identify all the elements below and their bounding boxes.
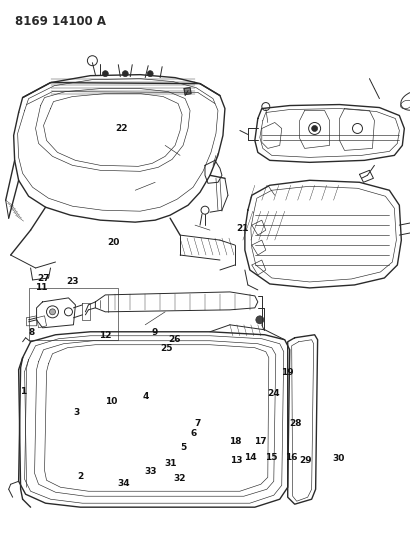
Text: 8: 8 — [28, 328, 35, 337]
Text: 29: 29 — [300, 456, 312, 465]
Text: 7: 7 — [194, 419, 201, 427]
Circle shape — [50, 309, 55, 315]
Text: 4: 4 — [143, 392, 149, 401]
Polygon shape — [184, 87, 191, 94]
Text: 2: 2 — [77, 472, 84, 481]
Text: 21: 21 — [236, 224, 249, 233]
Circle shape — [122, 71, 128, 77]
Text: 30: 30 — [332, 454, 345, 463]
Text: 5: 5 — [180, 442, 186, 451]
Text: 19: 19 — [281, 368, 294, 377]
Text: 15: 15 — [265, 453, 277, 462]
Text: 16: 16 — [285, 453, 298, 462]
Text: 8169 14100 A: 8169 14100 A — [15, 15, 106, 28]
Text: 20: 20 — [107, 238, 120, 247]
Text: 33: 33 — [144, 466, 157, 475]
Text: 11: 11 — [35, 283, 48, 292]
Text: 31: 31 — [164, 458, 177, 467]
Text: 17: 17 — [254, 437, 267, 446]
Text: 12: 12 — [99, 331, 111, 340]
Circle shape — [102, 71, 109, 77]
Text: 18: 18 — [229, 437, 241, 446]
Text: 26: 26 — [169, 335, 181, 344]
Text: 34: 34 — [117, 479, 130, 488]
Text: 13: 13 — [230, 456, 242, 465]
Text: 1: 1 — [20, 387, 26, 396]
Text: 28: 28 — [289, 419, 302, 427]
Text: 6: 6 — [190, 429, 196, 438]
Text: 3: 3 — [73, 408, 80, 417]
Text: 24: 24 — [267, 390, 279, 399]
Circle shape — [147, 71, 153, 77]
Text: 22: 22 — [115, 124, 128, 133]
Text: 27: 27 — [37, 273, 50, 282]
Circle shape — [312, 125, 318, 132]
Text: 10: 10 — [105, 398, 118, 407]
Text: 14: 14 — [244, 453, 257, 462]
Text: 9: 9 — [151, 328, 157, 337]
Circle shape — [256, 316, 264, 324]
Text: 32: 32 — [174, 474, 186, 483]
Bar — [29, 288, 118, 340]
Text: 23: 23 — [66, 277, 79, 286]
Text: 25: 25 — [160, 344, 173, 353]
